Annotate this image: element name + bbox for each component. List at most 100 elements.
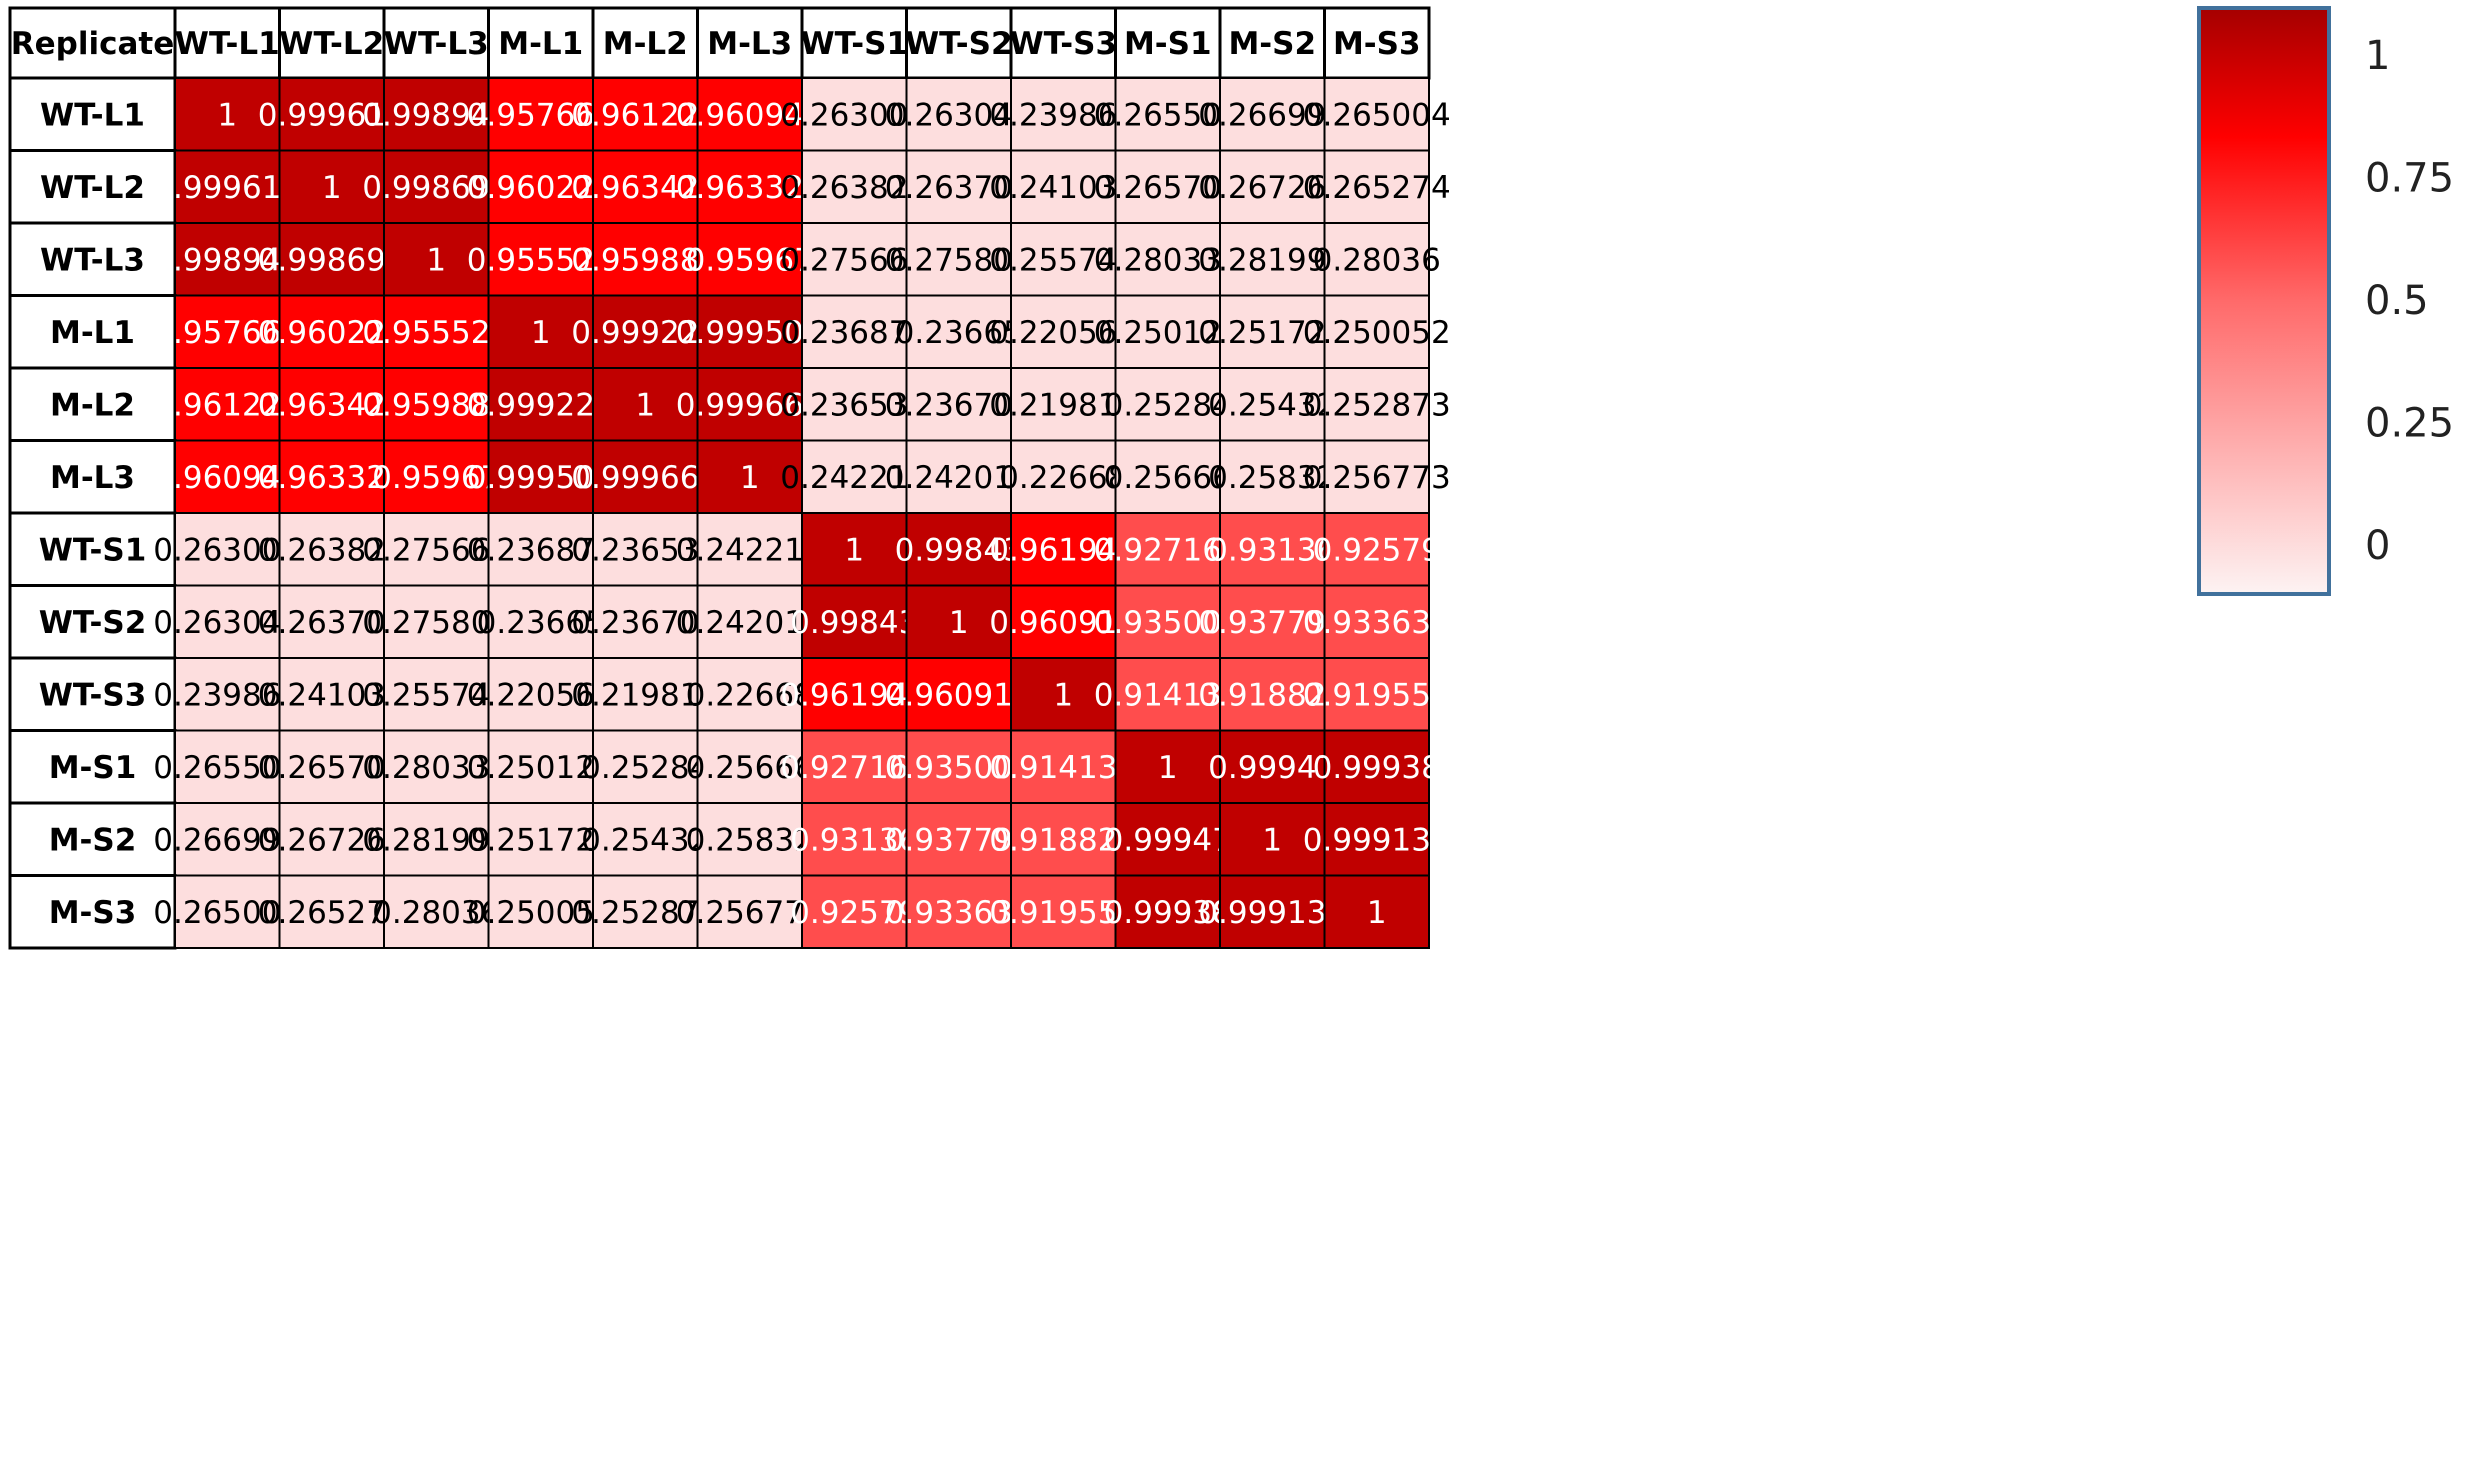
- heatmap-cell: [1114, 874, 1221, 949]
- cell-value-label: 0.935001: [1094, 605, 1242, 641]
- cell-value-label: 0.220563: [467, 677, 615, 713]
- cell-value-label: 0.999137: [1198, 895, 1346, 931]
- heatmap-cell: [801, 802, 908, 877]
- heatmap-cell: [383, 222, 490, 297]
- cell-value-label: 0.960227: [467, 170, 615, 206]
- row-header-cell: [8, 511, 177, 587]
- row-header-label: M-S2: [49, 822, 137, 858]
- cell-value-label: 0.963322: [676, 170, 824, 206]
- heatmap-cell: [592, 77, 699, 152]
- cell-value-label: 0.255746: [989, 242, 1137, 278]
- heatmap-cell: [801, 149, 908, 224]
- cell-value-label: 0.219812: [571, 677, 719, 713]
- cell-value-label: 0.250124: [467, 750, 615, 786]
- heatmap-cell: [1010, 657, 1117, 732]
- cell-value-label: 0.955528: [467, 242, 615, 278]
- cell-value-label: 0.92579: [1313, 532, 1441, 568]
- cell-value-label: 0.25284: [1104, 387, 1232, 423]
- cell-value-label: 0.22668: [686, 677, 814, 713]
- column-header-label: M-S1: [1124, 26, 1212, 62]
- cell-value-label: 0.961223: [571, 97, 719, 133]
- colorbar-tick-label: 0.5: [2365, 278, 2429, 324]
- heatmap-cell: [487, 512, 594, 587]
- cell-value-label: 0.998942: [362, 97, 510, 133]
- heatmap-cell: [383, 874, 490, 949]
- column-header-label: M-S3: [1333, 26, 1421, 62]
- cell-value-label: 0.99938: [1313, 750, 1441, 786]
- heatmap-cell: [1010, 77, 1117, 152]
- cell-value-label: 0.263044: [153, 605, 301, 641]
- cell-value-label: 0.239864: [153, 677, 301, 713]
- heatmap-cell: [592, 222, 699, 297]
- cell-value-label: 0.239864: [989, 97, 1137, 133]
- cell-value-label: 0.99947: [1104, 822, 1232, 858]
- heatmap-cell: [905, 222, 1012, 297]
- heatmap-cell: [1323, 802, 1430, 877]
- colorbar-tick-label: 1: [2365, 33, 2390, 79]
- cell-value-label: 0.998697: [258, 242, 406, 278]
- heatmap-cell: [1114, 222, 1221, 297]
- cell-value-label: 0.92579: [790, 895, 918, 931]
- cell-value-label: 0.28036: [1313, 242, 1441, 278]
- heatmap-cell: [696, 512, 803, 587]
- cell-value-label: 0.256773: [1303, 460, 1451, 496]
- cell-value-label: 0.960912: [989, 605, 1137, 641]
- cell-value-label: 0.22668: [999, 460, 1127, 496]
- heatmap-cell: [1010, 512, 1117, 587]
- cell-value-label: 1: [844, 532, 864, 568]
- heatmap-cell: [278, 584, 385, 659]
- cell-value-label: 0.219812: [989, 387, 1137, 423]
- heatmap-cell: [592, 294, 699, 369]
- cell-value-label: 0.955528: [362, 315, 510, 351]
- cell-value-label: 0.935001: [885, 750, 1033, 786]
- column-header-label: WT-L1: [175, 26, 280, 62]
- column-header-label: WT-S2: [905, 26, 1013, 62]
- heatmap-cell: [174, 294, 281, 369]
- cell-value-label: 0.251723: [467, 822, 615, 858]
- cell-value-label: 0.242219: [676, 532, 824, 568]
- heatmap-cell: [1114, 439, 1221, 514]
- column-header-cell: [800, 6, 908, 80]
- cell-value-label: 0.914132: [989, 750, 1137, 786]
- heatmap-cell: [696, 77, 803, 152]
- cell-value-label: 0.265004: [153, 895, 301, 931]
- cell-value-label: 0.25832: [1208, 460, 1336, 496]
- heatmap-cell: [174, 512, 281, 587]
- heatmap-cell: [905, 77, 1012, 152]
- row-header-label: WT-L2: [40, 170, 145, 206]
- cell-value-label: 1: [949, 605, 969, 641]
- heatmap-cell: [592, 802, 699, 877]
- cell-value-label: 0.250052: [467, 895, 615, 931]
- column-header-label: M-L2: [603, 26, 688, 62]
- colorbar-tick-label: 0: [2365, 523, 2390, 569]
- cell-value-label: 0.236871: [467, 532, 615, 568]
- cell-value-label: 0.263825: [780, 170, 928, 206]
- cell-value-label: 0.242019: [885, 460, 1033, 496]
- row-header-label: M-L1: [50, 315, 135, 351]
- heatmap-cell: [1323, 439, 1430, 514]
- cell-value-label: 0.25432: [1208, 387, 1336, 423]
- cell-value-label: 0.281993: [1198, 242, 1346, 278]
- heatmap-cell: [383, 802, 490, 877]
- cell-value-label: 0.265004: [1303, 97, 1451, 133]
- heatmap-cell: [383, 439, 490, 514]
- row-header-label: M-L3: [50, 460, 135, 496]
- row-header-cell: [8, 874, 177, 950]
- cell-value-label: 0.265505: [153, 750, 301, 786]
- heatmap-cell: [487, 802, 594, 877]
- cell-value-label: 0.263007: [153, 532, 301, 568]
- heatmap-cell: [487, 77, 594, 152]
- cell-value-label: 0.255746: [362, 677, 510, 713]
- cell-value-label: 0.265505: [1094, 97, 1242, 133]
- row-header-label: WT-S3: [39, 677, 147, 713]
- cell-value-label: 0.267266: [1198, 170, 1346, 206]
- cell-value-label: 0.220563: [989, 315, 1137, 351]
- cell-value-label: 1: [426, 242, 446, 278]
- cell-value-label: 0.275667: [780, 242, 928, 278]
- column-header-label: WT-S3: [1009, 26, 1117, 62]
- cell-value-label: 0.999661: [571, 460, 719, 496]
- heatmap-cell: [1010, 149, 1117, 224]
- heatmap-cell: [1114, 77, 1221, 152]
- cell-value-label: 0.998697: [362, 170, 510, 206]
- row-header-cell: [8, 76, 177, 152]
